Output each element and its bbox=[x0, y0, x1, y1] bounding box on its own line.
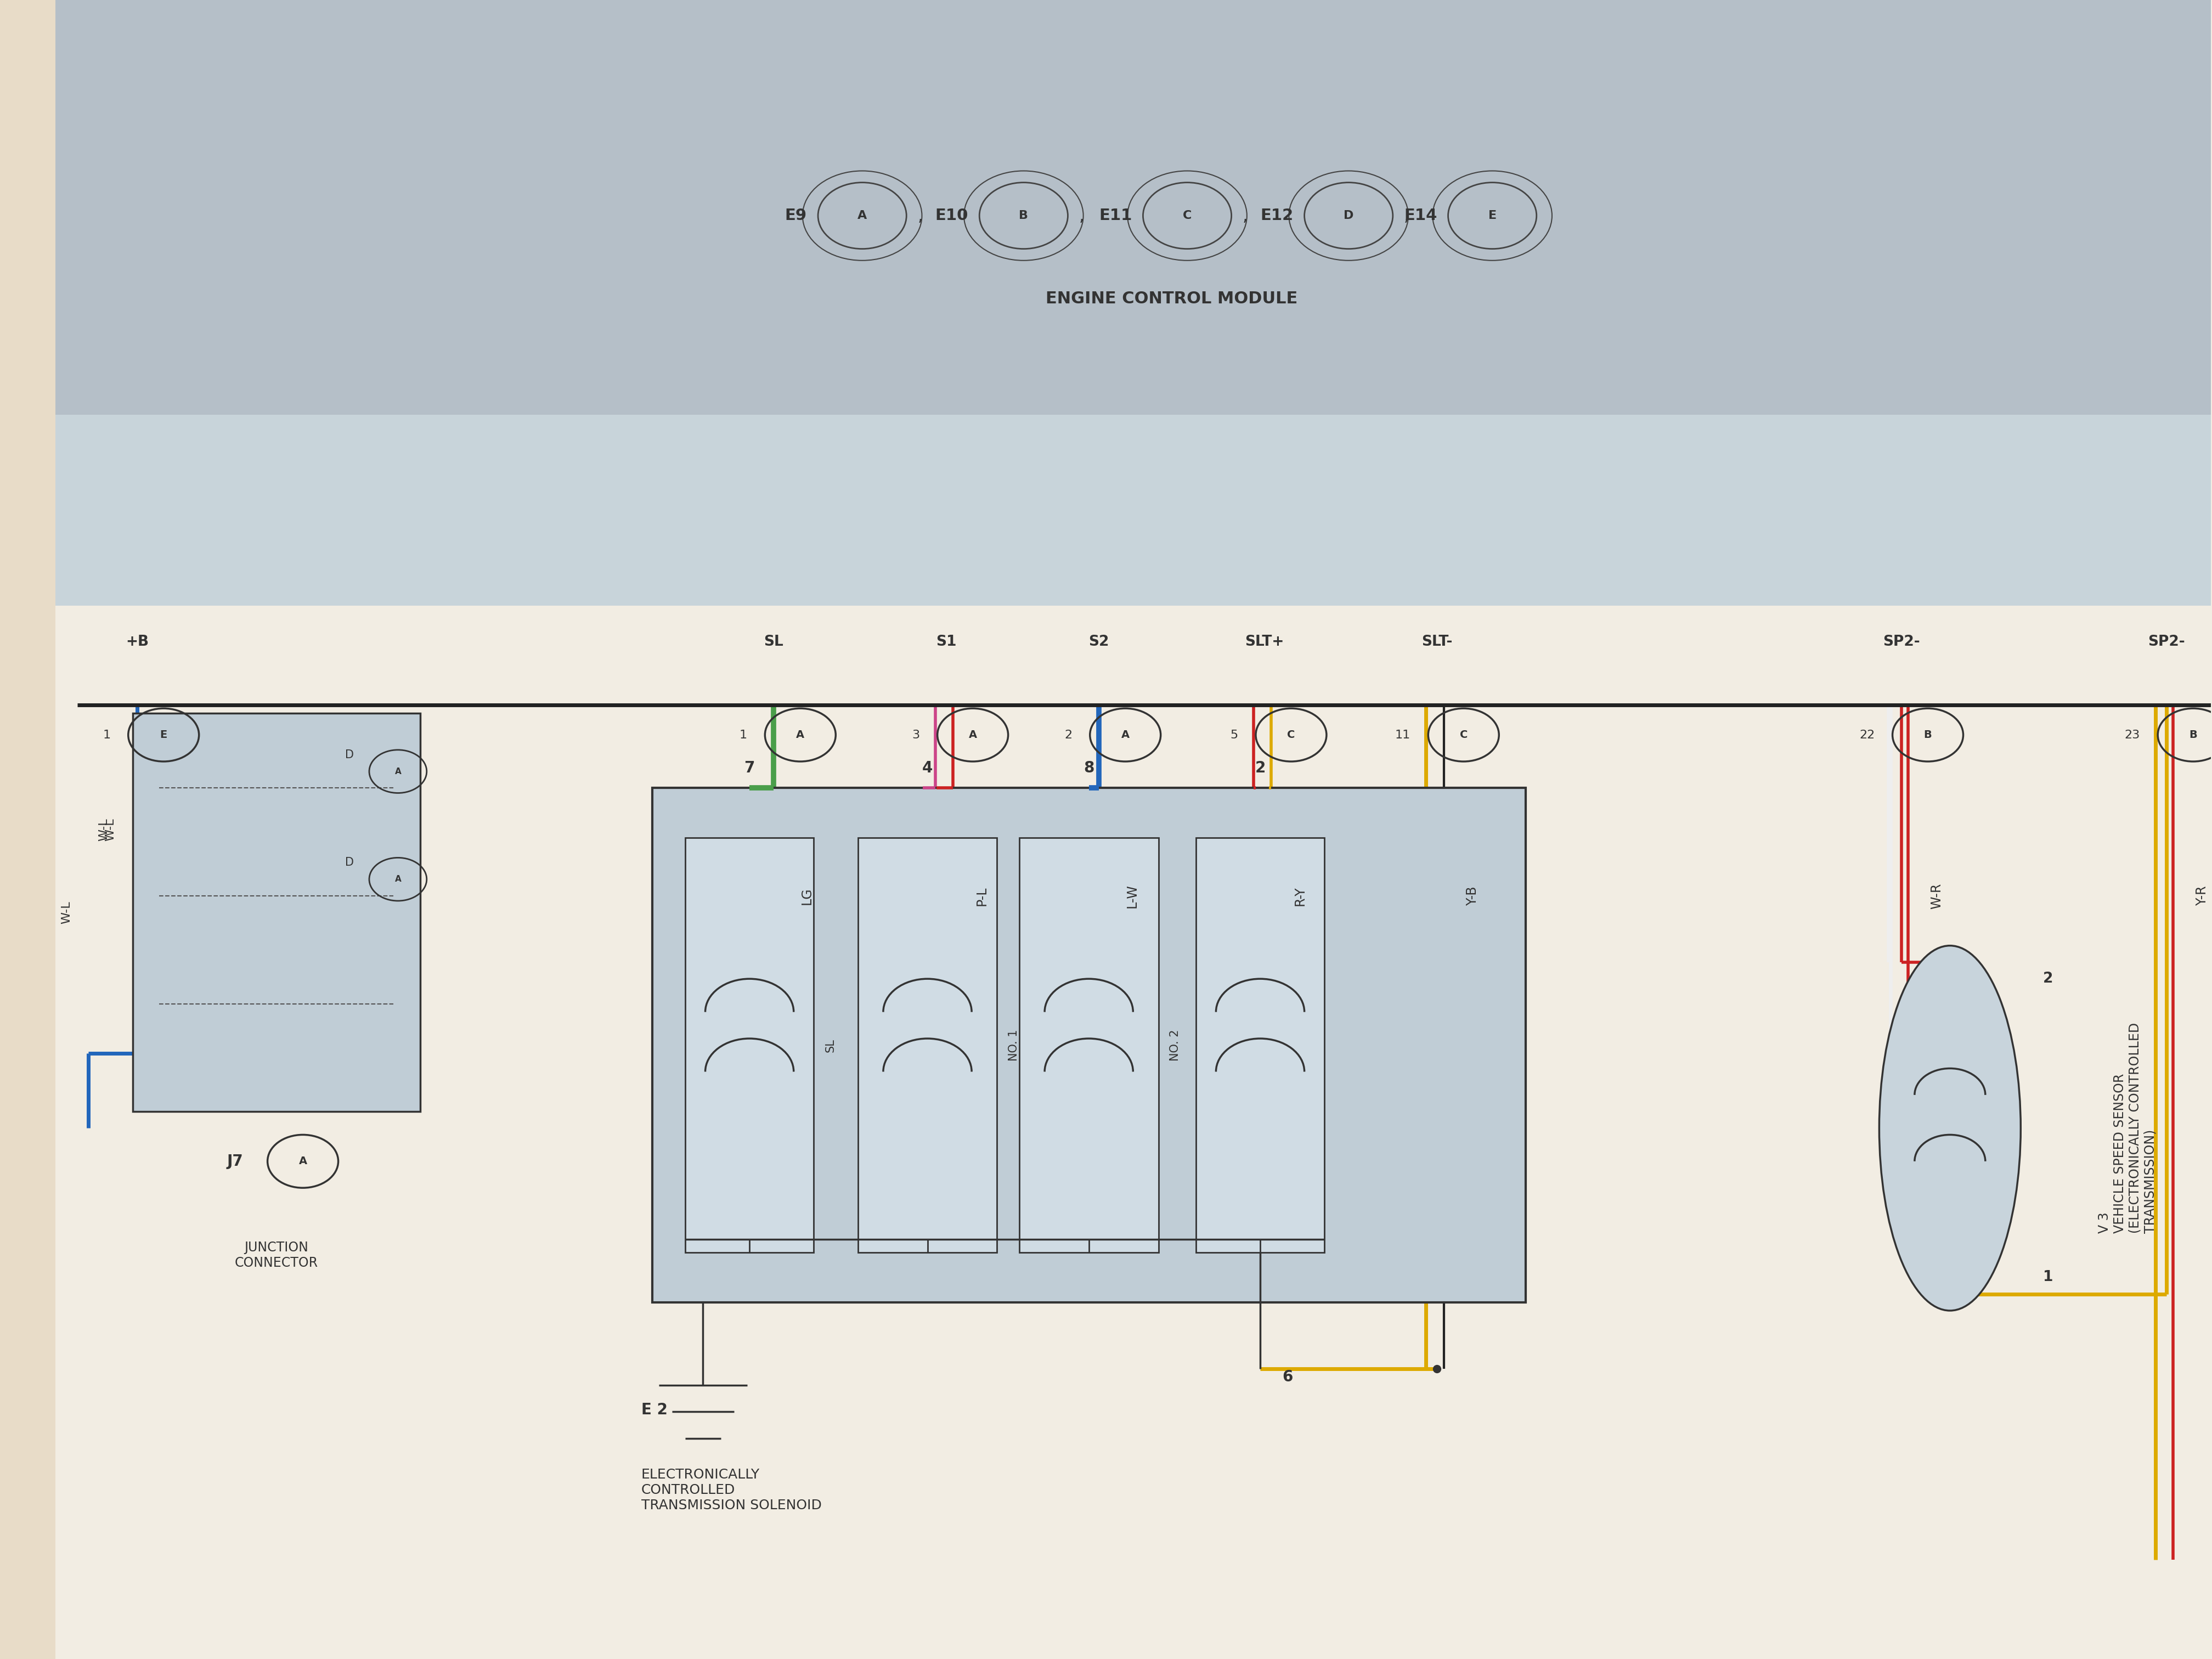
Text: ,: , bbox=[918, 207, 922, 224]
Text: 1: 1 bbox=[2044, 1271, 2053, 1284]
Text: E14: E14 bbox=[1405, 207, 1438, 224]
Text: D: D bbox=[345, 858, 354, 868]
Text: SL: SL bbox=[763, 635, 783, 649]
Text: C: C bbox=[1460, 730, 1467, 740]
Text: SLT+: SLT+ bbox=[1245, 635, 1285, 649]
FancyBboxPatch shape bbox=[133, 713, 420, 1112]
Text: SP2-: SP2- bbox=[1882, 635, 1920, 649]
Text: S1: S1 bbox=[936, 635, 956, 649]
FancyBboxPatch shape bbox=[1197, 838, 1325, 1253]
Text: 5: 5 bbox=[1230, 730, 1239, 740]
Text: E12: E12 bbox=[1261, 207, 1294, 224]
Text: NO. 2: NO. 2 bbox=[1170, 1029, 1181, 1062]
Text: S2: S2 bbox=[1088, 635, 1108, 649]
Text: A: A bbox=[796, 730, 805, 740]
FancyBboxPatch shape bbox=[653, 788, 1526, 1302]
Text: B: B bbox=[1020, 211, 1029, 221]
Text: J7: J7 bbox=[228, 1153, 243, 1170]
FancyBboxPatch shape bbox=[686, 838, 814, 1253]
Text: 23: 23 bbox=[2124, 730, 2139, 740]
Text: 11: 11 bbox=[1396, 730, 1411, 740]
Bar bbox=[0, 0, 2210, 415]
Text: B: B bbox=[1924, 730, 1931, 740]
Text: D: D bbox=[1343, 211, 1354, 221]
Text: C: C bbox=[1287, 730, 1294, 740]
Text: E: E bbox=[1489, 211, 1498, 221]
Text: V 3
VEHICLE SPEED SENSOR
(ELECTRONICALLY CONTROLLED
TRANSMISSION): V 3 VEHICLE SPEED SENSOR (ELECTRONICALLY… bbox=[2097, 1022, 2157, 1234]
Text: C: C bbox=[1183, 211, 1192, 221]
Text: E10: E10 bbox=[936, 207, 969, 224]
Text: 22: 22 bbox=[1860, 730, 1876, 740]
Text: SLT-: SLT- bbox=[1422, 635, 1453, 649]
Text: A: A bbox=[969, 730, 978, 740]
Text: W-L: W-L bbox=[104, 818, 115, 841]
Text: ,: , bbox=[1405, 207, 1409, 224]
Text: E: E bbox=[159, 730, 168, 740]
Text: A: A bbox=[299, 1156, 307, 1166]
Text: W-L: W-L bbox=[62, 901, 71, 924]
Text: R-Y: R-Y bbox=[1294, 886, 1307, 906]
Text: L-W: L-W bbox=[1126, 884, 1139, 907]
Text: W-L: W-L bbox=[97, 818, 108, 841]
Text: LG: LG bbox=[801, 888, 814, 904]
Text: 8: 8 bbox=[1084, 760, 1095, 776]
Text: B: B bbox=[2190, 730, 2197, 740]
Ellipse shape bbox=[1880, 946, 2022, 1311]
Text: D: D bbox=[345, 750, 354, 760]
Text: ,: , bbox=[1243, 207, 1248, 224]
Text: Y-B: Y-B bbox=[1467, 886, 1480, 906]
Text: ,: , bbox=[1079, 207, 1084, 224]
Text: ELECTRONICALLY
CONTROLLED
TRANSMISSION SOLENOID: ELECTRONICALLY CONTROLLED TRANSMISSION S… bbox=[641, 1468, 821, 1511]
Text: W-R: W-R bbox=[1931, 883, 1942, 909]
Text: Y-R: Y-R bbox=[2194, 886, 2208, 906]
Text: NO. 1: NO. 1 bbox=[1009, 1029, 1020, 1062]
Text: 3: 3 bbox=[911, 730, 920, 740]
Text: 2: 2 bbox=[2044, 972, 2053, 985]
Text: 4: 4 bbox=[922, 760, 933, 776]
Text: +B: +B bbox=[126, 635, 148, 649]
Text: P-L: P-L bbox=[975, 886, 989, 906]
Text: 1: 1 bbox=[739, 730, 748, 740]
FancyBboxPatch shape bbox=[1020, 838, 1159, 1253]
Text: SP2-: SP2- bbox=[2148, 635, 2185, 649]
Text: 7: 7 bbox=[743, 760, 754, 776]
Text: E9: E9 bbox=[785, 207, 807, 224]
Text: E11: E11 bbox=[1099, 207, 1133, 224]
Text: 6: 6 bbox=[1283, 1369, 1292, 1385]
Bar bbox=[0, 0, 55, 1659]
Text: A: A bbox=[1121, 730, 1130, 740]
Bar bbox=[0, 415, 2210, 606]
Text: 2: 2 bbox=[1064, 730, 1073, 740]
Text: ENGINE CONTROL MODULE: ENGINE CONTROL MODULE bbox=[1046, 290, 1298, 307]
Text: A: A bbox=[858, 211, 867, 221]
Text: 2: 2 bbox=[1254, 760, 1265, 776]
Text: 1: 1 bbox=[102, 730, 111, 740]
Text: A: A bbox=[394, 876, 400, 883]
Text: SL: SL bbox=[825, 1039, 836, 1052]
Text: JUNCTION
CONNECTOR: JUNCTION CONNECTOR bbox=[234, 1241, 319, 1269]
FancyBboxPatch shape bbox=[858, 838, 998, 1253]
Text: A: A bbox=[394, 768, 400, 775]
Text: E 2: E 2 bbox=[641, 1402, 668, 1418]
